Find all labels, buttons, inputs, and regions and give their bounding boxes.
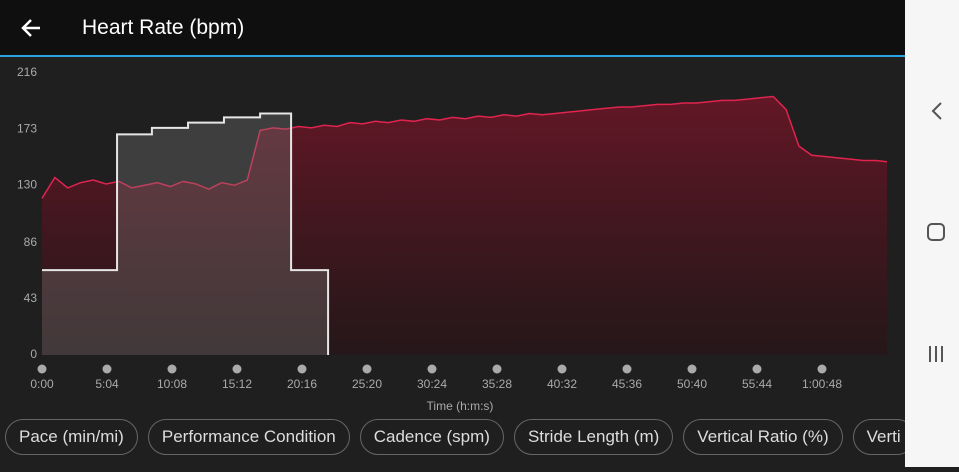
nav-back[interactable] bbox=[931, 102, 942, 120]
y-tick-label: 216 bbox=[17, 65, 37, 79]
x-tick-label: 55:44 bbox=[742, 377, 772, 391]
y-tick-label: 130 bbox=[17, 177, 37, 191]
x-tick-dot bbox=[102, 364, 112, 374]
x-tick-dot bbox=[427, 364, 437, 374]
x-tick-dot bbox=[297, 364, 307, 374]
metric-chip[interactable]: Stride Length (m) bbox=[513, 419, 674, 455]
series-line bbox=[41, 95, 888, 199]
x-tick-dot bbox=[752, 364, 762, 374]
metric-chip[interactable]: Pace (min/mi) bbox=[5, 419, 138, 455]
x-tick-label: 50:40 bbox=[677, 377, 707, 391]
metric-chip[interactable]: Verti bbox=[852, 419, 905, 455]
x-tick-label: 10:08 bbox=[157, 377, 187, 391]
x-tick-label: 5:04 bbox=[95, 377, 119, 391]
x-tick-label: 30:24 bbox=[417, 377, 447, 391]
x-tick-dot bbox=[557, 364, 567, 374]
x-tick-dot bbox=[492, 364, 502, 374]
back-button[interactable] bbox=[20, 16, 44, 40]
x-tick-dot bbox=[622, 364, 632, 374]
y-tick-label: 0 bbox=[30, 347, 37, 361]
screen-title: Heart Rate (bpm) bbox=[82, 16, 245, 39]
y-tick-label: 173 bbox=[17, 121, 37, 135]
chart: Time (h:m:s) 0 43 86 130 173 216 0:00 5:04 10:08… bbox=[17, 65, 888, 413]
nav-icons bbox=[927, 102, 945, 362]
metric-chip[interactable]: Vertical Ratio (%) bbox=[683, 419, 843, 455]
nav-recent[interactable] bbox=[929, 346, 943, 362]
x-tick-label: 35:28 bbox=[482, 377, 512, 391]
x-tick-dot bbox=[37, 364, 47, 374]
x-tick-label: 45:36 bbox=[612, 377, 642, 391]
x-tick-dot bbox=[362, 364, 372, 374]
x-tick-dot bbox=[817, 364, 827, 374]
x-tick-label: 20:16 bbox=[287, 377, 317, 391]
y-tick-label: 86 bbox=[24, 235, 38, 249]
metric-chip[interactable]: Performance Condition bbox=[147, 419, 350, 455]
app-bar: Heart Rate (bpm) bbox=[0, 0, 905, 57]
nav-home[interactable] bbox=[927, 223, 945, 241]
series-area bbox=[42, 96, 887, 355]
series-area bbox=[42, 113, 329, 355]
x-tick-dot bbox=[687, 364, 697, 374]
x-tick-label: 15:12 bbox=[222, 377, 252, 391]
x-tick-label: 40:32 bbox=[547, 377, 577, 391]
x-axis-label: Time (h:m:s) bbox=[427, 399, 494, 413]
series-line bbox=[42, 112, 330, 355]
metric-chip[interactable]: Cadence (spm) bbox=[359, 419, 504, 455]
y-tick-label: 43 bbox=[24, 291, 38, 305]
x-tick-dot bbox=[232, 364, 242, 374]
x-tick-label: 25:20 bbox=[352, 377, 382, 391]
metric-chips: Pace (min/mi) Performance Condition Cadenc… bbox=[5, 419, 905, 455]
x-tick-label: 1:00:48 bbox=[802, 377, 842, 391]
x-tick-dot bbox=[167, 364, 177, 374]
x-tick-label: 0:00 bbox=[30, 377, 54, 391]
system-nav bbox=[905, 0, 959, 467]
